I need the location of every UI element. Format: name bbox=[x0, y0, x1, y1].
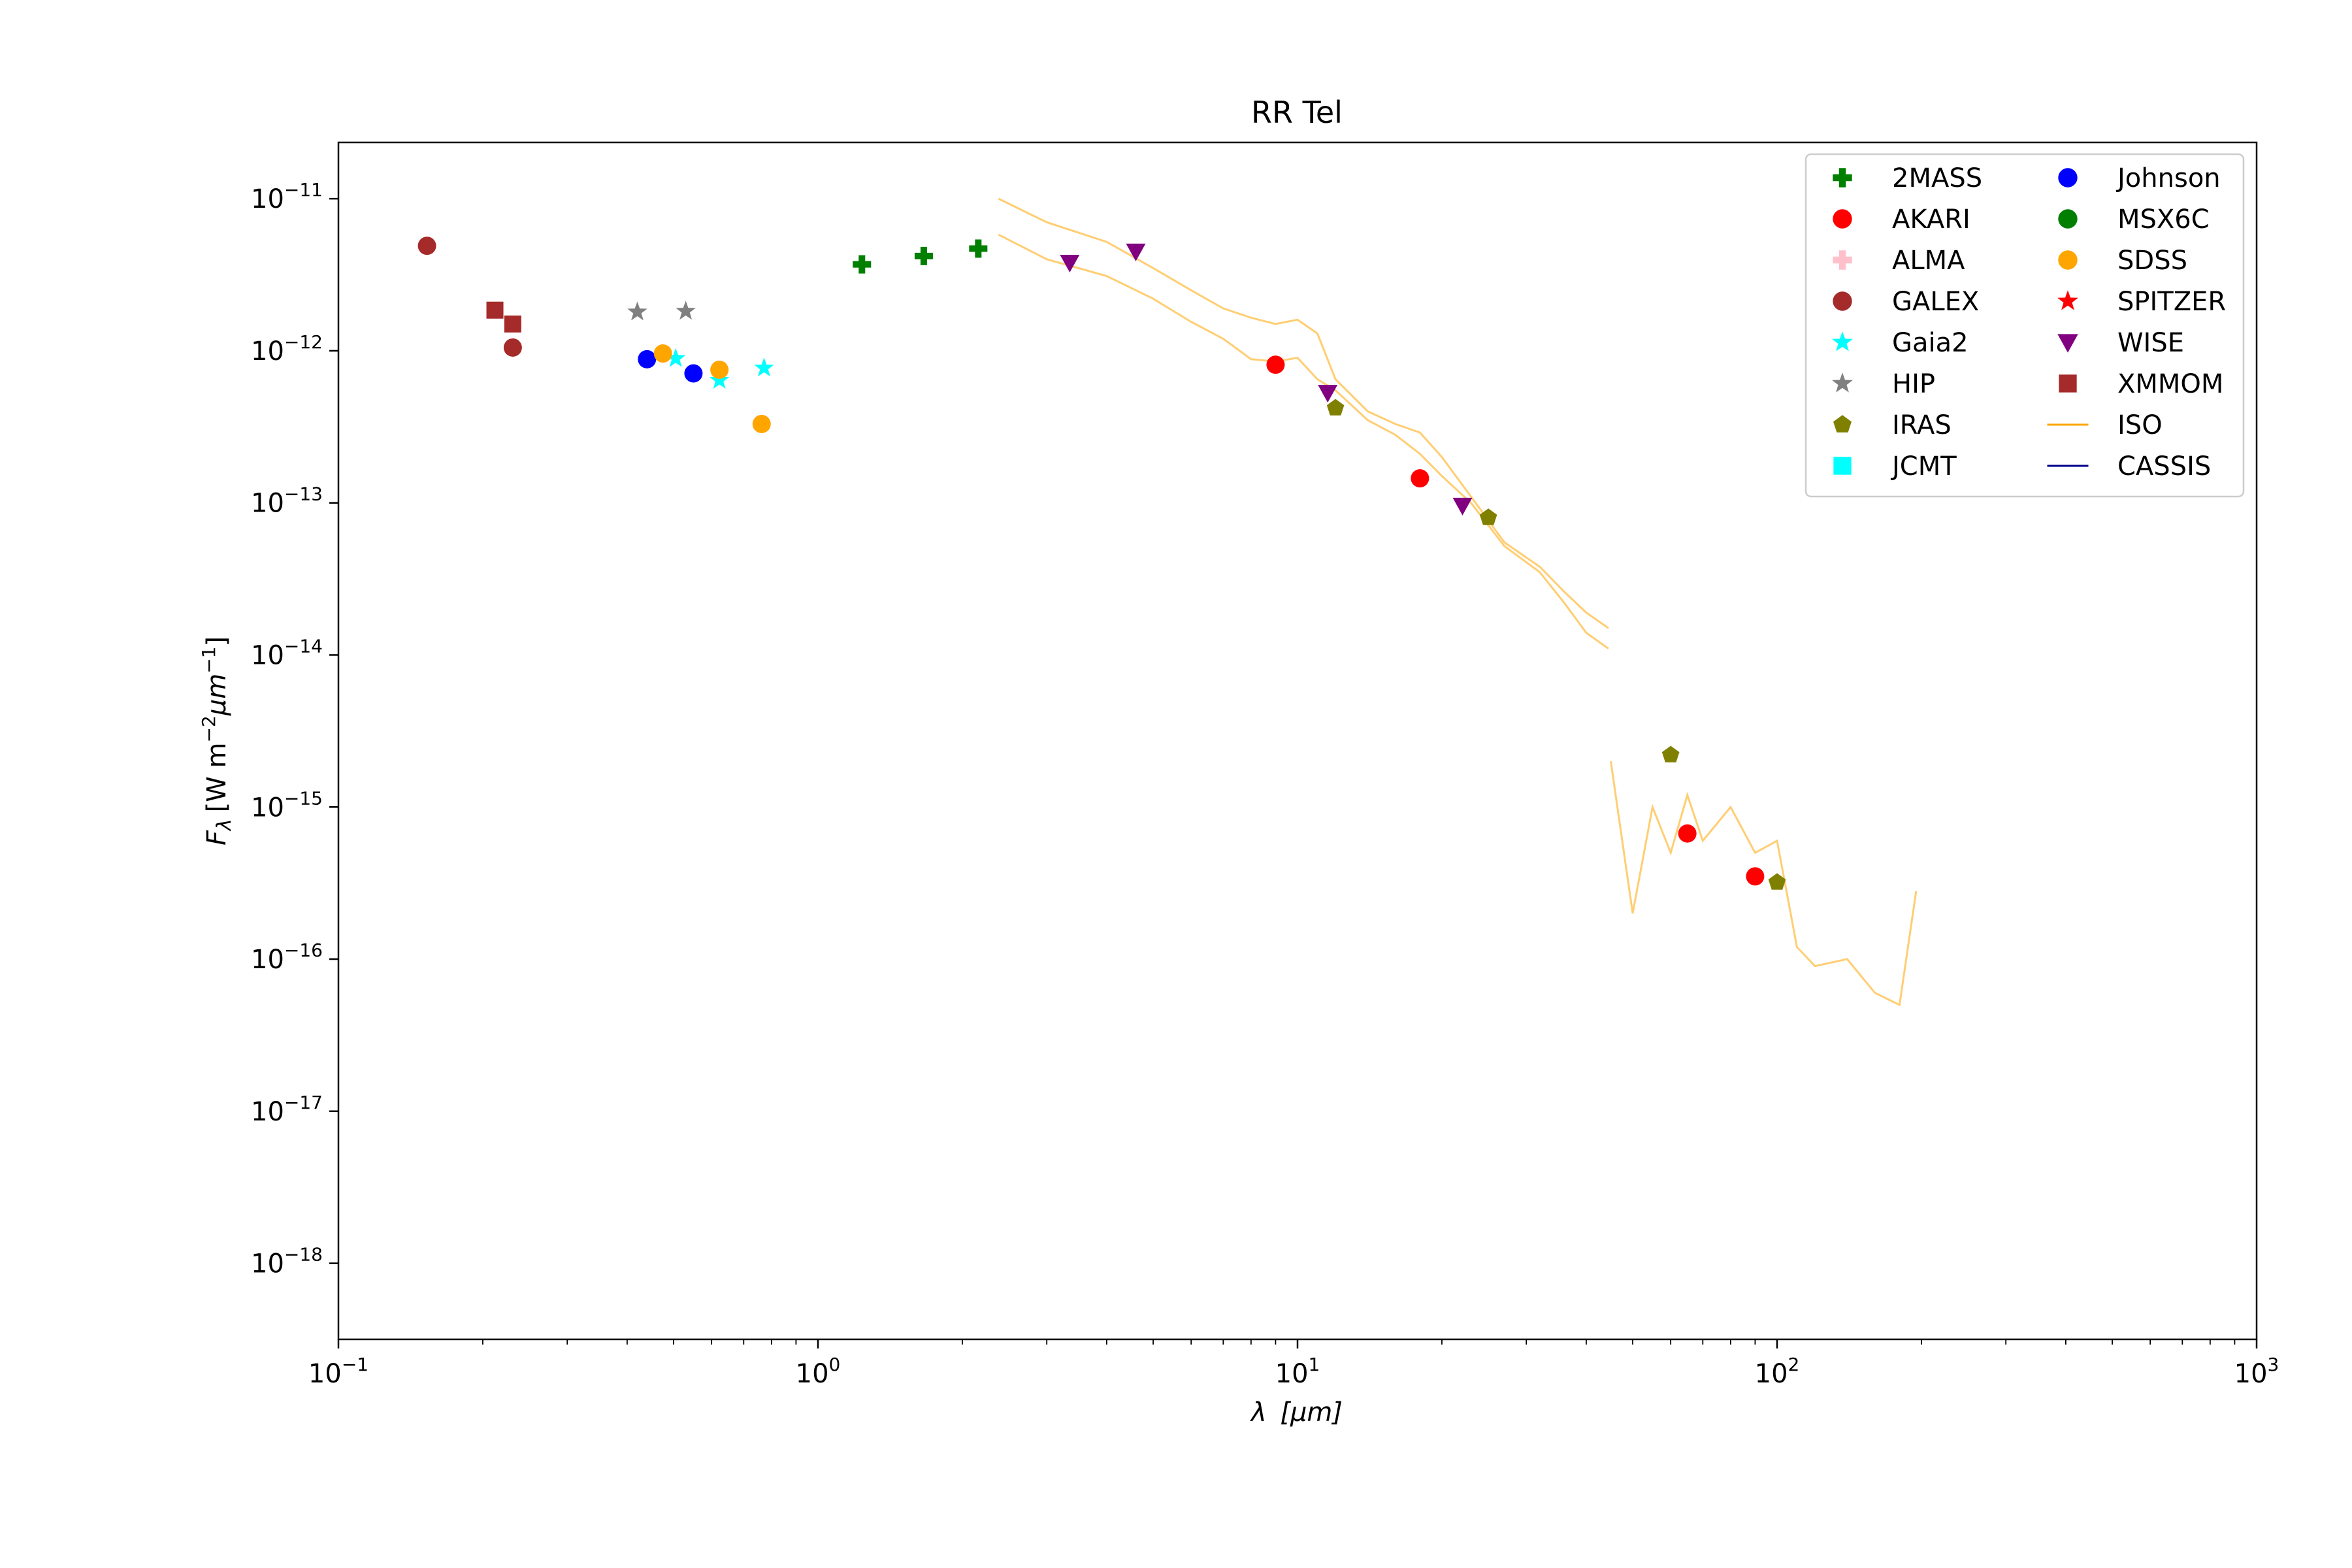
x-tick-label: 100 bbox=[796, 1354, 841, 1389]
galex-point bbox=[503, 338, 522, 357]
gaia2-point bbox=[754, 357, 774, 377]
iras-point bbox=[1768, 873, 1786, 890]
legend-gaia2-label: Gaia2 bbox=[1892, 328, 1968, 358]
2mass-point bbox=[969, 239, 988, 258]
legend-johnson-marker bbox=[2058, 168, 2078, 188]
x-tick-label: 10−1 bbox=[308, 1354, 368, 1389]
x-tick-label: 101 bbox=[1275, 1354, 1320, 1389]
chart-title: RR Tel bbox=[1251, 95, 1343, 130]
y-tick-label: 10−16 bbox=[251, 939, 323, 975]
legend-box bbox=[1805, 153, 2245, 498]
wise-point bbox=[1060, 254, 1080, 272]
legend-xmmom-label: XMMOM bbox=[2117, 369, 2223, 399]
legend-galex-marker bbox=[1833, 291, 1852, 311]
legend-akari-marker bbox=[1833, 209, 1852, 229]
iras-point bbox=[1479, 508, 1497, 525]
y-axis-exp-a: −2 bbox=[198, 715, 220, 742]
akari-point bbox=[1746, 867, 1765, 886]
y-axis-unit-b: μm bbox=[202, 674, 232, 716]
legend-iso-label: ISO bbox=[2117, 410, 2163, 440]
legend-akari-label: AKARI bbox=[1892, 204, 1970, 235]
wise-point bbox=[1452, 497, 1473, 515]
legend: 2MASS AKARI ALMA GALEX Gaia2 HIP IRAS JCMT Johns… bbox=[1805, 153, 2245, 498]
y-tick-label: 10−18 bbox=[251, 1244, 323, 1279]
legend-iras-marker bbox=[1833, 415, 1852, 433]
x-tick-label: 103 bbox=[2234, 1354, 2279, 1389]
plot-content bbox=[417, 197, 1918, 1007]
legend-msx6c-label: MSX6C bbox=[2117, 204, 2210, 235]
legend-msx6c-marker bbox=[2058, 209, 2078, 229]
xmmom-point bbox=[486, 301, 504, 319]
legend-wise-marker bbox=[2057, 334, 2078, 353]
legend-sdss-marker bbox=[2058, 250, 2078, 270]
plot-area bbox=[417, 197, 1918, 1007]
legend-spitzer-marker bbox=[2057, 290, 2078, 310]
legend-jcmt-marker bbox=[1833, 457, 1852, 475]
legend-hip-marker bbox=[1832, 372, 1853, 393]
axis-ticks: 10−1 100 101 102 103 10−11 10−12 10−13 10−14 10−1… bbox=[251, 179, 2279, 1389]
iras-point bbox=[1326, 399, 1345, 416]
legend-2mass-marker bbox=[1833, 168, 1852, 188]
y-tick-label: 10−13 bbox=[251, 483, 323, 519]
legend-alma-marker bbox=[1833, 250, 1852, 270]
wise-point bbox=[1126, 243, 1146, 261]
x-axis-unit: [μm] bbox=[1280, 1397, 1343, 1428]
sdss-point bbox=[752, 414, 771, 433]
2mass-point bbox=[914, 246, 933, 265]
sdss-point bbox=[710, 360, 729, 379]
akari-point bbox=[1411, 469, 1429, 488]
gaia2-point bbox=[709, 370, 730, 389]
hip-point bbox=[676, 301, 696, 320]
x-axis-label: λ [μm] bbox=[1250, 1397, 1343, 1428]
gaia2-point bbox=[666, 348, 686, 367]
sdss-point bbox=[653, 344, 672, 363]
legend-johnson-label: Johnson bbox=[2115, 163, 2221, 193]
y-tick-label: 10−12 bbox=[251, 331, 323, 367]
y-axis-exp-b: −1 bbox=[198, 647, 220, 674]
legend-wise-label: WISE bbox=[2117, 328, 2184, 358]
y-axis-var: F bbox=[202, 830, 232, 845]
wise-point bbox=[1318, 385, 1338, 403]
y-tick-label: 10−17 bbox=[251, 1092, 323, 1127]
legend-spitzer-label: SPITZER bbox=[2117, 287, 2226, 317]
legend-jcmt-label: JCMT bbox=[1890, 451, 1957, 482]
legend-cassis-label: CASSIS bbox=[2117, 451, 2211, 482]
y-axis-unit-a: [W m bbox=[202, 742, 232, 812]
johnson-point bbox=[684, 364, 703, 383]
galex-point bbox=[417, 237, 436, 255]
legend-galex-label: GALEX bbox=[1892, 287, 1979, 317]
legend-alma-label: ALMA bbox=[1892, 246, 1965, 276]
legend-iras-label: IRAS bbox=[1892, 410, 1952, 440]
iso-spectrum-segment bbox=[1610, 760, 1918, 1007]
hip-point bbox=[627, 301, 647, 321]
xmmom-point bbox=[504, 315, 521, 333]
legend-sdss-label: SDSS bbox=[2117, 246, 2187, 276]
legend-gaia2-marker bbox=[1832, 331, 1853, 351]
akari-point bbox=[1266, 355, 1285, 374]
y-axis-label: Fλ [W m−2μm−1] bbox=[198, 636, 236, 845]
johnson-point bbox=[638, 350, 657, 368]
y-axis-close: ] bbox=[202, 636, 232, 647]
2mass-point bbox=[853, 255, 872, 274]
x-tick-label: 102 bbox=[1755, 1354, 1800, 1389]
iras-point bbox=[1661, 745, 1680, 762]
iso-spectrum-segment bbox=[998, 197, 1609, 629]
legend-xmmom-marker bbox=[2059, 374, 2077, 393]
y-tick-label: 10−11 bbox=[251, 179, 323, 214]
y-axis-sub: λ bbox=[213, 819, 236, 832]
x-axis-var: λ bbox=[1250, 1397, 1267, 1428]
y-tick-label: 10−14 bbox=[251, 635, 323, 670]
iso-spectrum-segment bbox=[998, 233, 1609, 650]
akari-point bbox=[1678, 824, 1697, 843]
y-tick-label: 10−15 bbox=[251, 787, 323, 823]
legend-hip-label: HIP bbox=[1892, 369, 1935, 399]
legend-2mass-label: 2MASS bbox=[1892, 163, 1982, 193]
